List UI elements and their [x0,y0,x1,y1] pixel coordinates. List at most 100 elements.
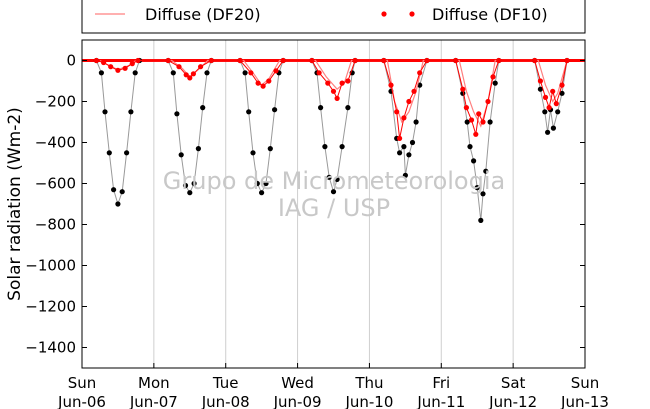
point-1-14 [237,57,243,64]
point-2-69 [542,109,548,115]
point-1-5 [129,61,135,67]
point-2-2 [102,109,108,115]
point-1-1 [101,59,107,66]
point-2-65 [492,80,498,86]
point-2-60 [474,185,480,191]
point-2-57 [464,119,470,125]
point-1-32 [397,135,403,141]
point-2-13 [174,111,180,117]
y-axis: 0 −200 −400 −600 −800 −1000 −1200 −1400 [25,52,585,357]
legend-swatch-df10-b [409,11,415,17]
point-2-64 [487,119,493,125]
point-1-45 [485,98,491,105]
point-1-37 [424,57,430,64]
point-2-39 [334,176,340,182]
ytick-label-0: 0 [66,52,76,70]
point-1-50 [542,94,549,100]
watermark-line-0: Grupo de Micrometeorologia [163,167,505,195]
ytick-label-4: −800 [35,216,76,234]
point-1-36 [417,70,423,76]
vertical-gridlines [153,40,514,368]
point-2-6 [119,189,125,195]
point-1-40 [463,105,469,111]
xtick-weekday-3: Wed [281,374,314,392]
xtick-date-3: Jun-09 [273,393,322,409]
point-1-9 [183,72,189,78]
point-2-27 [259,190,265,196]
point-1-43 [476,111,482,117]
point-2-63 [483,168,489,174]
point-1-48 [532,57,538,64]
xtick-date-4: Jun-10 [344,393,393,409]
point-2-25 [250,150,256,156]
point-2-24 [246,109,252,115]
point-1-55 [564,57,570,64]
point-1-25 [334,95,340,101]
series-trace-1 [96,60,568,139]
point-2-4 [111,187,117,193]
point-1-11 [190,71,196,77]
point-1-49 [537,78,544,84]
point-1-0 [93,57,99,64]
point-1-41 [468,117,475,123]
point-1-8 [176,64,182,70]
point-1-4 [122,65,128,71]
ytick-label-5: −1000 [25,257,76,275]
xtick-weekday-7: Sun [571,374,600,392]
point-2-8 [128,109,134,115]
point-2-12 [170,70,176,76]
point-2-41 [345,105,351,111]
point-2-73 [555,109,561,115]
point-2-29 [267,146,273,152]
legend-box [81,0,586,34]
xtick-weekday-0: Sun [68,374,97,392]
legend-label-df10: Diffuse (DF10) [432,5,548,24]
point-2-5 [115,201,121,207]
point-2-62 [480,191,486,197]
xtick-date-1: Jun-07 [129,393,178,409]
point-2-70 [545,129,551,135]
point-2-50 [406,152,412,158]
point-1-33 [401,115,407,121]
point-2-7 [124,150,130,156]
legend: Diffuse (DF20) Diffuse (DF10) [81,0,586,34]
point-1-38 [453,57,459,64]
point-1-21 [309,57,315,64]
point-2-16 [187,190,193,196]
xtick-weekday-4: Thu [354,374,383,392]
legend-swatch-df10-a [381,11,387,17]
point-1-2 [108,64,114,70]
point-1-27 [345,78,351,84]
point-2-19 [200,105,206,111]
point-2-20 [204,70,210,76]
point-2-40 [339,144,345,150]
point-1-26 [339,80,345,86]
point-2-9 [132,70,138,76]
point-2-47 [397,150,403,156]
point-2-68 [537,86,544,92]
xtick-date-2: Jun-08 [201,393,250,409]
point-2-37 [326,174,332,180]
point-1-28 [352,57,358,64]
point-1-29 [381,57,387,64]
point-2-49 [402,172,408,178]
point-1-44 [480,119,486,125]
point-1-23 [325,80,331,86]
point-1-6 [135,57,141,64]
point-1-15 [248,70,254,76]
point-2-30 [272,107,278,113]
point-1-13 [208,57,214,64]
point-2-59 [471,158,477,164]
point-2-1 [98,70,104,76]
point-2-35 [318,105,324,111]
point-2-14 [178,152,184,158]
point-1-46 [490,74,496,80]
point-1-30 [388,82,394,88]
point-2-38 [330,189,337,195]
series-layer [82,57,585,223]
watermark-line-1: IAG / USP [278,194,390,222]
ytick-label-2: −400 [35,134,76,152]
point-2-61 [478,217,484,223]
point-1-42 [473,131,479,137]
